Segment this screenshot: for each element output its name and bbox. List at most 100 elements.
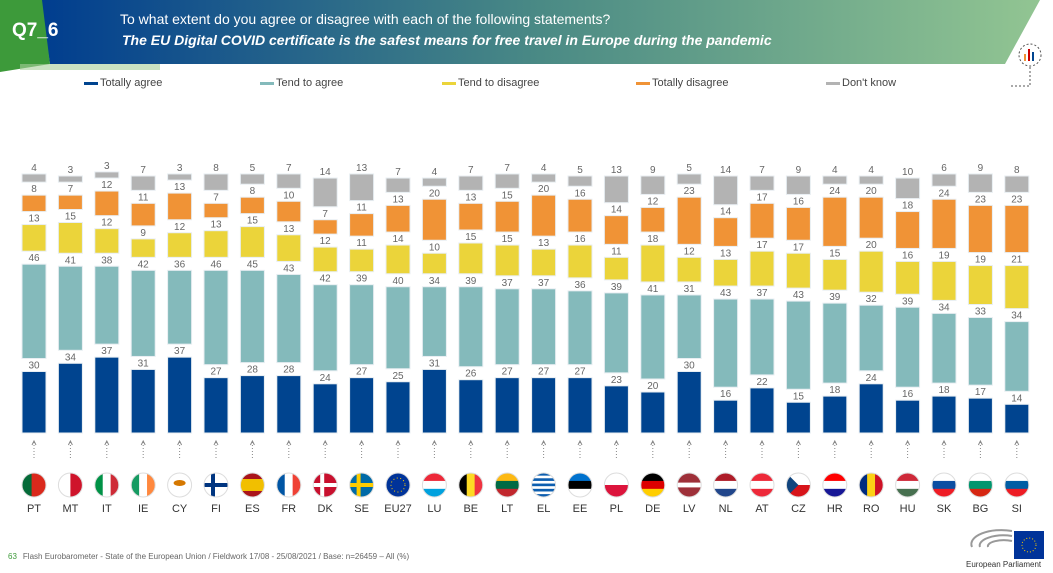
bar-segment-tend-to-agree: [895, 306, 921, 388]
bar-segment-dont-know: [1004, 175, 1030, 193]
data-label-dont-know: 14: [720, 165, 732, 176]
category-label: HU: [900, 503, 916, 515]
bar-segment-dont-know: [421, 177, 447, 187]
bar-segment-totally-agree: [21, 371, 47, 434]
flag-stripe: [875, 473, 884, 497]
flag-stripe: [750, 488, 774, 497]
flag-border: [676, 472, 702, 498]
arrow-icon: [249, 439, 255, 446]
data-label-totally-agree: 22: [756, 377, 768, 388]
data-label-tend-to-agree: 42: [320, 274, 332, 285]
bar-segment-totally-disagree: [21, 194, 47, 213]
header-background: [0, 0, 1040, 72]
flag-lt-icon: [495, 473, 520, 497]
flag-dk-icon: [313, 473, 338, 497]
bar-group-hr: 18 39 15 24 4 HR: [822, 165, 848, 515]
data-label-tend-to-agree: 37: [538, 278, 550, 289]
flag-se-icon: [349, 473, 374, 497]
data-label-totally-disagree: 20: [538, 184, 550, 195]
bar-segment-dont-know: [785, 175, 811, 195]
arrow-icon: [140, 439, 146, 446]
bar-segment-dont-know: [94, 171, 120, 179]
data-label-tend-to-disagree: 12: [101, 218, 113, 229]
flag-lv-icon: [677, 473, 702, 497]
data-label-dont-know: 7: [468, 165, 474, 176]
flag-stripe: [70, 473, 83, 497]
arrow-icon: [31, 439, 37, 446]
bar-segment-tend-to-disagree: [276, 234, 302, 262]
bar-segment-tend-to-agree: [21, 263, 47, 360]
bar-segment-totally-disagree: [312, 219, 338, 235]
bar-segment-totally-disagree: [858, 196, 884, 239]
flag-stripe: [531, 488, 556, 492]
data-label-tend-to-disagree: 12: [174, 222, 186, 233]
flag-border: [895, 472, 921, 498]
data-label-totally-disagree: 7: [213, 192, 219, 203]
flag-border: [167, 472, 193, 498]
bar-segment-totally-agree: [640, 391, 666, 434]
bar-segment-dont-know: [822, 175, 848, 185]
legend-label: Tend to disagree: [458, 77, 540, 89]
data-label-dont-know: 5: [250, 163, 256, 174]
data-label-totally-agree: 30: [28, 361, 40, 372]
chart-icon[interactable]: [1010, 40, 1050, 90]
data-label-tend-to-agree: 46: [210, 259, 222, 270]
bar-segment-totally-disagree: [676, 196, 702, 245]
bar-segment-totally-agree: [531, 377, 557, 434]
data-label-tend-to-disagree: 13: [538, 238, 550, 249]
data-label-totally-disagree: 24: [938, 188, 950, 199]
bar-segment-totally-disagree: [531, 194, 557, 237]
data-label-tend-to-agree: 39: [829, 292, 841, 303]
flag-stripe: [822, 488, 847, 497]
bar-segment-totally-agree: [349, 377, 375, 434]
bar-segment-dont-know: [858, 175, 884, 185]
data-label-tend-to-disagree: 13: [28, 214, 40, 225]
flag-stripe: [240, 479, 265, 492]
data-label-tend-to-disagree: 14: [392, 234, 404, 245]
flag-stripe: [531, 483, 556, 487]
bar-group-pt: 30 46 13 8 4 PT: [21, 163, 47, 515]
category-label: LT: [501, 503, 513, 515]
category-label: CZ: [791, 503, 806, 515]
data-label-dont-know: 5: [577, 165, 583, 176]
category-label: IE: [138, 503, 148, 515]
bar-segment-dont-know: [130, 175, 156, 191]
flag-cross: [313, 483, 338, 487]
data-label-totally-disagree: 24: [829, 186, 841, 197]
flag-border: [858, 472, 884, 498]
bar-segment-totally-agree: [130, 368, 156, 434]
flag-cross: [204, 483, 228, 487]
bar-segment-tend-to-disagree: [603, 256, 629, 281]
flag-border: [931, 472, 957, 498]
legend: Totally agree Tend to agree Tend to disa…: [0, 77, 1053, 93]
flag-stripe: [932, 488, 956, 497]
legend-item-totally-agree: Totally agree: [84, 77, 162, 89]
bar-segment-tend-to-disagree: [203, 230, 229, 258]
bar-segment-totally-agree: [239, 375, 265, 434]
flag-border: [785, 472, 811, 498]
flag-at-icon: [750, 473, 774, 497]
flag-be-icon: [458, 473, 483, 497]
bar-segment-totally-disagree: [94, 190, 120, 217]
bar-segment-totally-disagree: [822, 196, 848, 247]
flag-stripe: [422, 488, 447, 497]
bar-segment-tend-to-agree: [312, 284, 338, 372]
bar-group-de: 20 41 18 12 9 DE: [640, 165, 666, 515]
arrow-icon: [686, 439, 692, 446]
flag-stripe: [604, 485, 629, 497]
bar-segment-totally-agree: [567, 377, 593, 434]
data-label-dont-know: 4: [832, 165, 838, 176]
bar-segment-totally-disagree: [603, 215, 629, 245]
arrow-icon: [359, 439, 365, 446]
data-label-totally-agree: 15: [793, 391, 805, 402]
bar-segment-tend-to-agree: [458, 286, 484, 368]
category-label: HR: [827, 503, 843, 515]
data-label-dont-know: 7: [140, 165, 146, 176]
flag-stripe: [895, 480, 920, 490]
bar-segment-totally-agree: [967, 397, 993, 434]
flag-border: [1004, 472, 1030, 498]
flag-stripe: [110, 473, 119, 497]
bar-group-sk: 18 34 19 24 6 SK: [931, 163, 957, 515]
flag-stripe: [495, 473, 520, 482]
flag-stripe: [713, 480, 738, 490]
